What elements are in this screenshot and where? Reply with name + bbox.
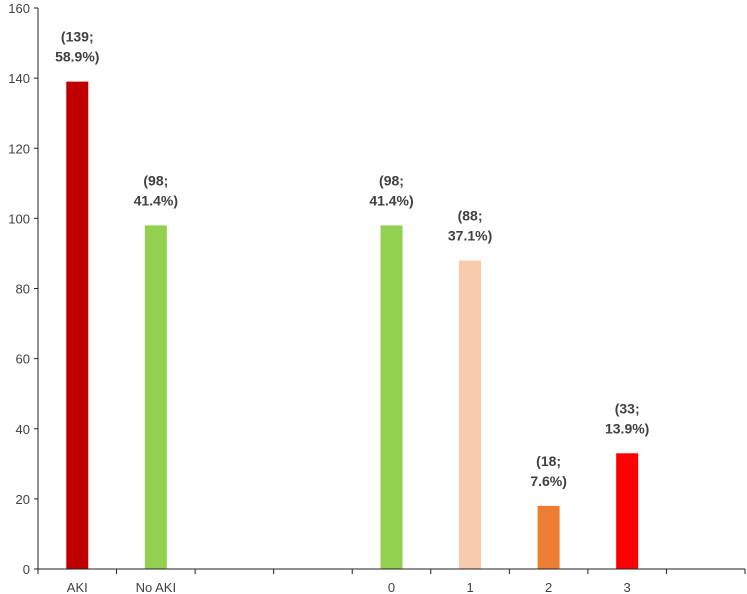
bars — [66, 81, 639, 569]
bar — [66, 81, 89, 569]
y-tick-label: 20 — [16, 492, 30, 507]
data-label: (98; — [143, 172, 168, 188]
x-tick-label: 1 — [466, 580, 473, 594]
x-tick-label: AKI — [67, 580, 88, 594]
data-labels: (139; 58.9%) (98; 41.4%) (98; 41.4%) (88; 37.1%… — [55, 29, 649, 489]
bar — [380, 225, 403, 569]
data-label: (18; — [536, 453, 561, 469]
y-tick-label: 60 — [16, 352, 30, 367]
y-tick-label: 40 — [16, 422, 30, 437]
data-label: 7.6%) — [530, 473, 567, 489]
data-label: 13.9%) — [605, 420, 649, 436]
x-tick-label: 0 — [388, 580, 395, 594]
data-label: (33; — [615, 400, 640, 416]
data-label: 37.1%) — [448, 227, 492, 243]
data-label: (139; — [61, 29, 94, 45]
data-label: (98; — [379, 172, 404, 188]
bar — [144, 225, 167, 569]
y-tick-label: 80 — [16, 282, 30, 297]
y-tick-label: 140 — [8, 71, 30, 86]
y-tick-label: 100 — [8, 211, 30, 226]
bar — [616, 453, 639, 569]
y-tick-label: 120 — [8, 141, 30, 156]
data-label: 41.4%) — [369, 192, 413, 208]
y-axis-ticks: 0 20 40 60 80 100 120 140 160 — [8, 1, 38, 577]
x-axis-ticks: AKI No AKI 0 1 2 3 — [37, 569, 746, 594]
x-tick-label: No AKI — [136, 580, 176, 594]
x-tick-label: 3 — [624, 580, 631, 594]
y-tick-label: 0 — [23, 562, 30, 577]
x-tick-label: 2 — [545, 580, 552, 594]
data-label: (88; — [458, 207, 483, 223]
bar — [537, 505, 560, 569]
data-label: 58.9%) — [55, 49, 99, 65]
data-label: 41.4%) — [134, 192, 178, 208]
y-tick-label: 160 — [8, 1, 30, 16]
bar — [459, 260, 482, 569]
